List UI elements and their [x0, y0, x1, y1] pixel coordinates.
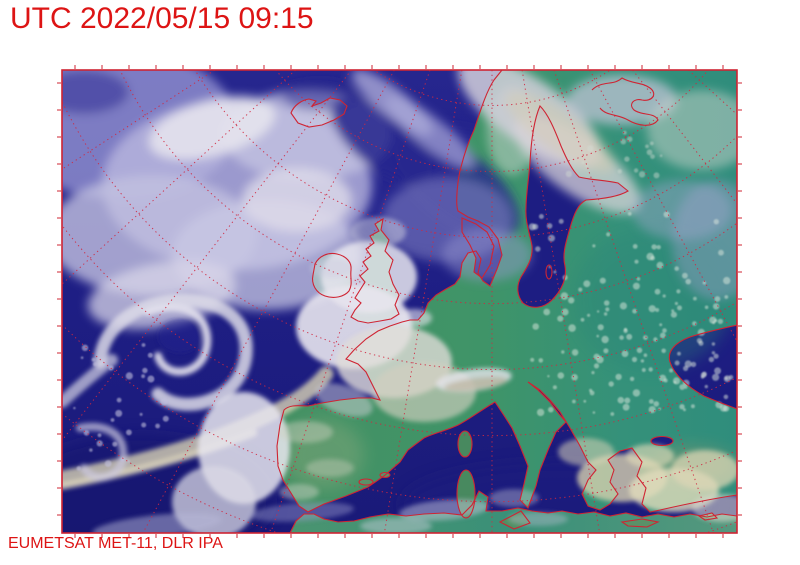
graticule-layer	[62, 70, 737, 533]
satellite-scene	[57, 65, 742, 538]
map-border	[61, 69, 738, 534]
timestamp-label: UTC 2022/05/15 09:15	[10, 2, 314, 35]
border-ticks	[57, 65, 742, 538]
credit-label: EUMETSAT MET-11, DLR IPA	[8, 535, 223, 552]
satellite-map	[56, 64, 743, 539]
